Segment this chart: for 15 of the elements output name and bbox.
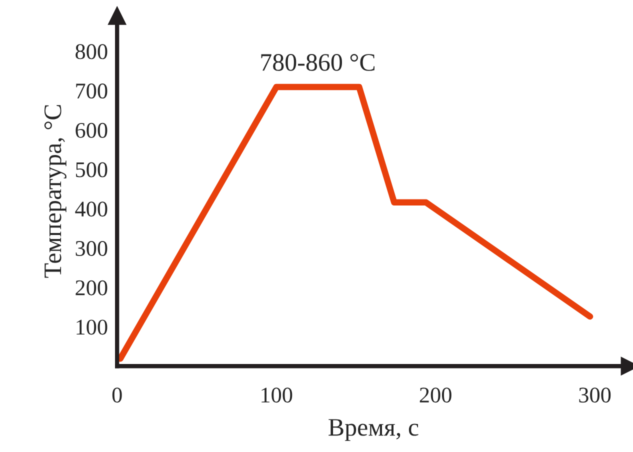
x-tick-label: 200 [420, 388, 452, 403]
y-tick-label: 400 [75, 202, 108, 217]
annotation: 780-860 °C [261, 54, 374, 71]
y-tick-label: 300 [76, 240, 108, 256]
y-axis-title: Температура, °C [44, 105, 66, 278]
y-tick-label: 600 [76, 122, 108, 138]
y-tick-label: 700 [76, 84, 108, 99]
x-tick-label: 0 [112, 388, 122, 403]
x-axis-title: Время, с [328, 419, 418, 441]
x-tick-label: 100 [262, 388, 292, 403]
y-tick-label: 100 [76, 320, 108, 335]
y-tick-label: 800 [76, 44, 108, 60]
y-tick-label: 500 [76, 162, 108, 178]
x-tick-label: 300 [579, 388, 611, 403]
y-tick-label: 200 [76, 280, 108, 296]
